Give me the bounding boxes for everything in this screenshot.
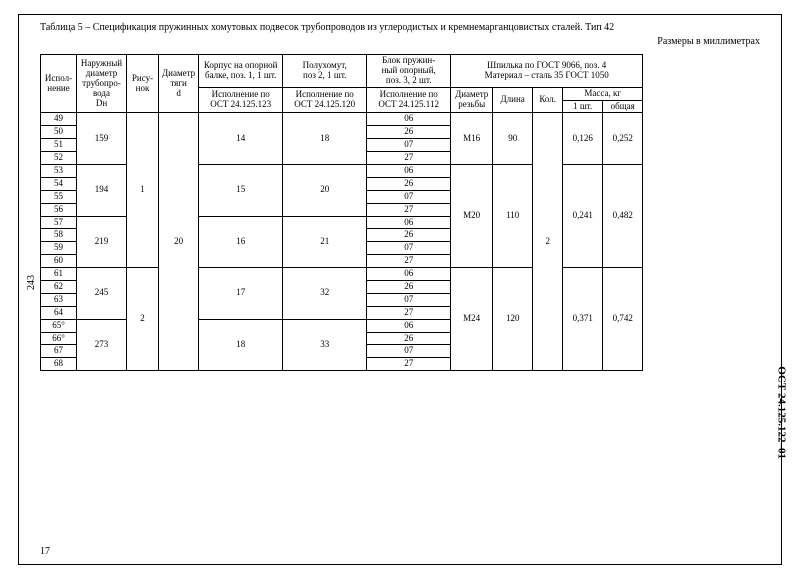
cell: 0,126 (563, 113, 603, 165)
cell: 68 (41, 358, 77, 371)
cell: 26 (367, 177, 451, 190)
cell: 27 (367, 358, 451, 371)
title-wrap: Таблица 5 – Спецификация пружинных хомут… (40, 22, 760, 48)
cell: 07 (367, 139, 451, 152)
col-header: Диаметррезьбы (451, 87, 493, 113)
cell: 32 (283, 268, 367, 320)
col-header: Кол. (533, 87, 563, 113)
cell: 273 (77, 319, 127, 371)
cell: 06 (367, 319, 451, 332)
cell: 64 (41, 306, 77, 319)
cell: 06 (367, 268, 451, 281)
cell: 54 (41, 177, 77, 190)
cell: 07 (367, 345, 451, 358)
cell: 06 (367, 165, 451, 178)
cell: 0,371 (563, 268, 603, 371)
cell: 06 (367, 216, 451, 229)
col-header: Шпилька по ГОСТ 9066, поз. 4Материал – с… (451, 55, 643, 88)
page-number: 17 (40, 546, 50, 557)
cell: 27 (367, 255, 451, 268)
cell: 20 (159, 113, 199, 371)
table-subtitle: Размеры в миллиметрах (40, 36, 760, 49)
col-header: Испол-нение (41, 55, 77, 113)
cell: 06 (367, 113, 451, 126)
cell: 58 (41, 229, 77, 242)
cell: 63 (41, 293, 77, 306)
col-header: Полухомут,поз 2, 1 шт. (283, 55, 367, 88)
col-header: Блок пружин-ный опорный,поз. 3, 2 шт. (367, 55, 451, 88)
cell: 0,742 (603, 268, 643, 371)
cell: 15 (199, 165, 283, 217)
cell: 53 (41, 165, 77, 178)
cell: 27 (367, 306, 451, 319)
cell: 194 (77, 165, 127, 217)
cell: 27 (367, 152, 451, 165)
cell: 2 (533, 113, 563, 371)
cell: 62 (41, 281, 77, 294)
cell: 56 (41, 203, 77, 216)
cell: 60 (41, 255, 77, 268)
cell: 07 (367, 242, 451, 255)
cell: 0,482 (603, 165, 643, 268)
cell: 245 (77, 268, 127, 320)
cell: М16 (451, 113, 493, 165)
cell: 07 (367, 190, 451, 203)
cell: 16 (199, 216, 283, 268)
cell: 67 (41, 345, 77, 358)
cell: 55 (41, 190, 77, 203)
col-header: Рису-нок (127, 55, 159, 113)
cell: М20 (451, 165, 493, 268)
table-title: Таблица 5 – Спецификация пружинных хомут… (40, 22, 760, 35)
cell: 33 (283, 319, 367, 371)
cell: 120 (493, 268, 533, 371)
cell: 110 (493, 165, 533, 268)
cell: 57 (41, 216, 77, 229)
cell: 26 (367, 281, 451, 294)
cell: 20 (283, 165, 367, 217)
col-header: Длина (493, 87, 533, 113)
col-header: 1 шт. (563, 100, 603, 113)
cell: 49 (41, 113, 77, 126)
cell: 51 (41, 139, 77, 152)
cell: 0,241 (563, 165, 603, 268)
cell: 26 (367, 229, 451, 242)
cell: 27 (367, 203, 451, 216)
cell: 61 (41, 268, 77, 281)
col-header: Наружныйдиаметртрубопро-водаDн (77, 55, 127, 113)
cell: 14 (199, 113, 283, 165)
cell: 26 (367, 126, 451, 139)
col-header: Исполнение поОСТ 24.125.112 (367, 87, 451, 113)
col-header: Диаметртягиd (159, 55, 199, 113)
spec-table: Испол-нениеНаружныйдиаметртрубопро-водаD… (40, 54, 643, 371)
cell: 17 (199, 268, 283, 320)
cell: 59 (41, 242, 77, 255)
col-header: Исполнение поОСТ 24.125.123 (199, 87, 283, 113)
cell: 21 (283, 216, 367, 268)
cell: 07 (367, 293, 451, 306)
cell: 2 (127, 268, 159, 371)
col-header: Масса, кг (563, 87, 643, 100)
cell: 18 (283, 113, 367, 165)
left-margin-number: 243 (26, 275, 37, 290)
col-header: общая (603, 100, 643, 113)
cell: 66° (41, 332, 77, 345)
cell: М24 (451, 268, 493, 371)
cell: 0,252 (603, 113, 643, 165)
cell: 50 (41, 126, 77, 139)
cell: 18 (199, 319, 283, 371)
col-header: Исполнение поОСТ 24.125.120 (283, 87, 367, 113)
cell: 26 (367, 332, 451, 345)
cell: 1 (127, 113, 159, 268)
cell: 159 (77, 113, 127, 165)
cell: 90 (493, 113, 533, 165)
col-header: Корпус на опорнойбалке, поз. 1, 1 шт. (199, 55, 283, 88)
cell: 219 (77, 216, 127, 268)
right-margin-standard: ОСТ 24.125.122–01 (776, 366, 788, 459)
cell: 52 (41, 152, 77, 165)
cell: 65° (41, 319, 77, 332)
